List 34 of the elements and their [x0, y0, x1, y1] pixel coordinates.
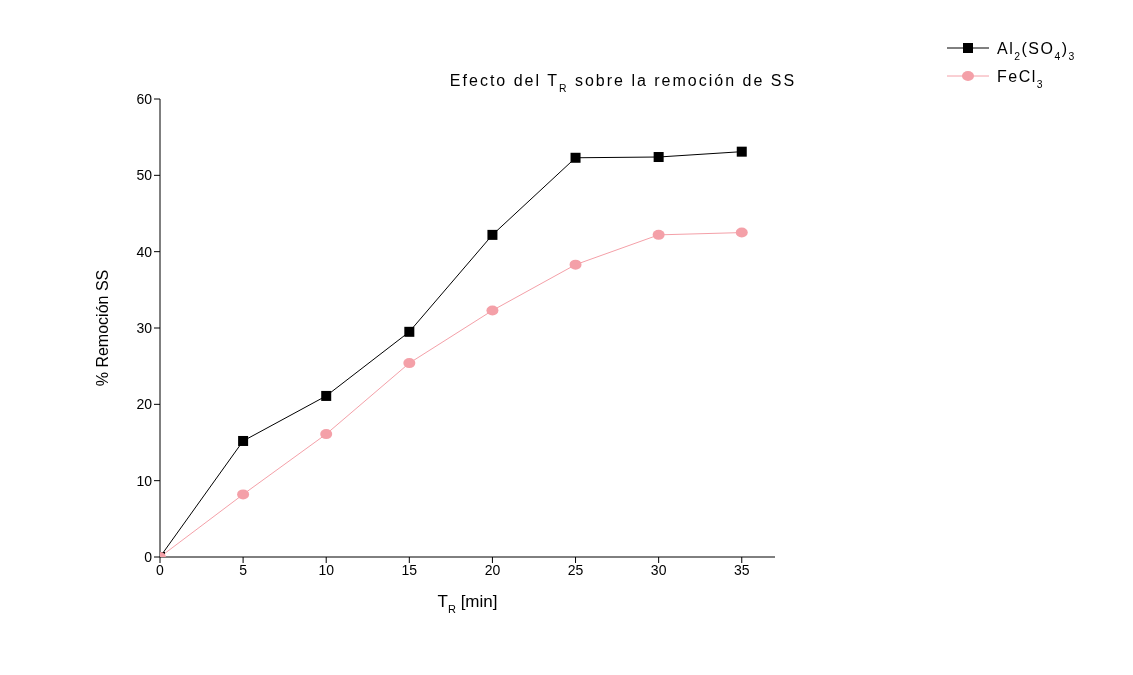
point: [486, 305, 499, 316]
point: [321, 390, 332, 401]
x-tick-label: 0: [156, 561, 165, 578]
chart-title: Efecto del T$_{R}$ sobre la remoción de SS: [449, 72, 797, 94]
point: [320, 429, 333, 440]
point: [570, 152, 581, 163]
x-tick-label: 25: [567, 561, 584, 578]
point: [487, 229, 498, 240]
y-tick-label: 20: [136, 396, 153, 413]
point: [569, 259, 582, 270]
point: [238, 435, 249, 446]
point: [404, 326, 415, 337]
point: [237, 489, 250, 500]
x-tick-label: 35: [733, 561, 750, 578]
y-tick-label: 30: [136, 319, 153, 336]
x-tick-label: 10: [318, 561, 335, 578]
x-tick-label: 20: [484, 561, 501, 578]
y-tick-label: 10: [136, 472, 153, 489]
point: [653, 152, 664, 163]
point: [403, 358, 416, 369]
x-tick-label: 15: [401, 561, 418, 578]
legend-label: Al$_{2}$(SO$_{4}$)$_{3}$: [997, 40, 1076, 62]
y-tick-label: 0: [144, 548, 153, 565]
x-tick-label: 5: [239, 561, 248, 578]
y-tick-label: 50: [136, 167, 153, 184]
legend-label: FeCl$_{3}$: [997, 68, 1045, 90]
point: [652, 229, 665, 240]
x-tick-label: 30: [650, 561, 667, 578]
y-axis-title: % Remoción SS: [94, 269, 111, 387]
point: [736, 146, 747, 157]
y-tick-label: 60: [136, 90, 153, 107]
y-tick-label: 40: [136, 243, 153, 260]
x-axis-title: T$_{R}$ [min]: [437, 592, 498, 615]
point: [735, 227, 748, 238]
